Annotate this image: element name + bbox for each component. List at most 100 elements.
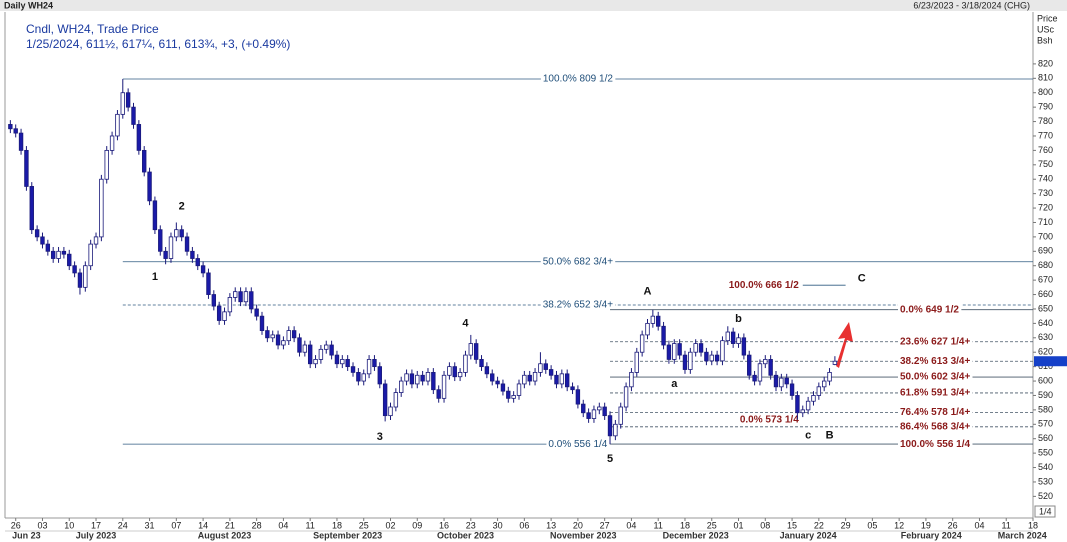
candle-body: [409, 373, 415, 385]
candle-body: [222, 311, 227, 321]
y-tick-label: 760: [1038, 145, 1053, 155]
candle-body: [795, 395, 800, 414]
x-tick-label: 21: [225, 520, 235, 530]
x-tick-label: 29: [841, 520, 851, 530]
candle-body: [61, 250, 67, 255]
candle-body: [656, 315, 661, 327]
y-tick-label: 640: [1038, 318, 1053, 328]
x-tick-label: 05: [867, 520, 877, 530]
x-tick-label: 15: [787, 520, 797, 530]
level-label: 50.0% 602 3/4+: [900, 372, 970, 383]
candle-body: [597, 406, 602, 411]
month-label: July 2023: [76, 530, 117, 540]
x-tick-label: 03: [37, 520, 47, 530]
candle-body: [570, 386, 575, 391]
level-label: 0.0% 556 1/4: [548, 439, 607, 450]
candle-body: [83, 265, 88, 288]
candle-body: [8, 124, 13, 130]
candle-body: [393, 392, 399, 408]
month-label: March 2024: [998, 530, 1047, 540]
candle-body: [747, 354, 752, 376]
candle-body: [168, 236, 174, 259]
label-bg: [898, 355, 973, 367]
x-tick-label: 31: [145, 520, 155, 530]
candle-body: [543, 363, 548, 370]
price-marker: [1034, 356, 1067, 367]
candle-body: [473, 343, 479, 360]
candle-body: [773, 374, 779, 388]
candle-body: [40, 236, 45, 245]
candle-body: [436, 389, 441, 399]
candle-body: [350, 366, 356, 373]
wave-label: 5: [607, 453, 613, 465]
candle-body: [345, 359, 350, 368]
candle-body: [233, 291, 238, 298]
candle-body: [302, 344, 308, 353]
candle-body: [291, 330, 297, 339]
candle-body: [18, 132, 24, 151]
label-bg: [546, 438, 610, 450]
candle-body: [768, 359, 773, 376]
month-label: January 2024: [780, 530, 837, 540]
candle-body: [757, 363, 763, 382]
x-tick-label: 04: [278, 520, 288, 530]
candle-body: [720, 340, 725, 362]
candle-body: [490, 373, 495, 382]
corner-label: 1/4: [1039, 506, 1052, 516]
wave-label: c: [805, 430, 811, 442]
month-label: September 2023: [313, 530, 382, 540]
candle-body: [227, 297, 233, 313]
x-tick-label: 06: [519, 520, 529, 530]
wave-label: C: [858, 273, 866, 285]
y-tick-label: 590: [1038, 390, 1053, 400]
x-tick-label: 01: [734, 520, 744, 530]
candle-body: [377, 366, 382, 385]
candle-body: [821, 380, 827, 388]
candle-body: [265, 330, 270, 339]
y-tick-label: 700: [1038, 231, 1053, 241]
candle-body: [725, 331, 731, 342]
level-label: 100.0% 556 1/4: [900, 439, 970, 450]
candle-body: [752, 374, 757, 382]
y-tick-label: 790: [1038, 102, 1053, 112]
candle-body: [158, 229, 163, 252]
level-label: 61.8% 591 3/4+: [900, 388, 970, 399]
candle-body: [730, 331, 736, 344]
candle-body: [661, 325, 666, 346]
candle-body: [602, 406, 607, 417]
month-label: December 2023: [663, 530, 729, 540]
x-tick-label: 19: [921, 520, 931, 530]
level-label: 38.2% 652 3/4+: [543, 300, 613, 311]
candle-body: [447, 366, 452, 376]
candle-body: [366, 359, 372, 375]
candle-body: [29, 186, 34, 231]
candle-body: [152, 200, 158, 231]
candle-body: [811, 395, 816, 402]
candle-body: [677, 343, 682, 356]
candle-body: [34, 229, 40, 238]
arrow: [836, 322, 853, 368]
candle-body: [142, 149, 147, 173]
candle-body: [618, 406, 623, 425]
x-tick-label: 18: [680, 520, 690, 530]
candle-body: [495, 380, 500, 385]
label-bg: [898, 421, 973, 433]
candle-body: [136, 124, 142, 151]
candle-body: [404, 373, 409, 382]
candle-body: [297, 337, 302, 353]
wave-label: B: [826, 430, 834, 442]
level-label: 38.2% 613 3/4+: [900, 356, 970, 367]
level-label: 76.4% 578 1/4+: [900, 407, 970, 418]
candle-body: [645, 322, 650, 336]
candle-body: [532, 371, 538, 382]
wave-label: A: [644, 286, 652, 298]
candle-body: [120, 92, 125, 115]
x-tick-label: 30: [493, 520, 503, 530]
candle-body: [356, 371, 361, 382]
x-tick-label: 14: [198, 520, 208, 530]
y-tick-label: 580: [1038, 404, 1053, 414]
x-tick-label: 25: [707, 520, 717, 530]
candle-body: [195, 258, 200, 267]
candle-body: [425, 371, 431, 382]
candle-body: [805, 400, 811, 411]
